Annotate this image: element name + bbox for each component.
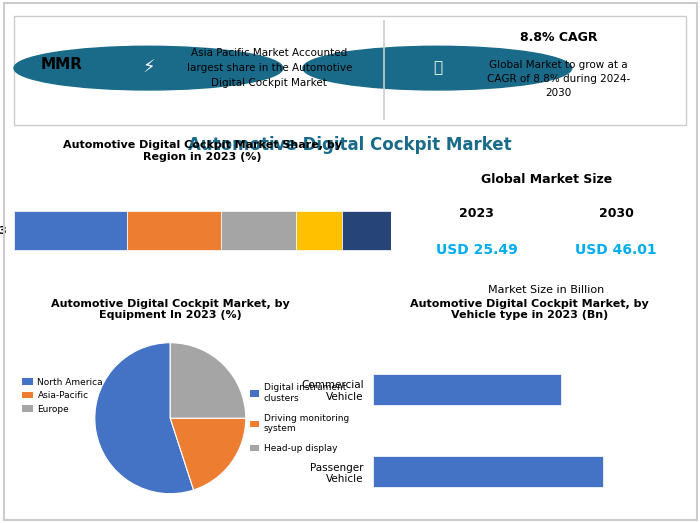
Title: Automotive Digital Cockpit Market, by
Vehicle type in 2023 (Bn): Automotive Digital Cockpit Market, by Ve… (410, 299, 649, 320)
FancyBboxPatch shape (14, 16, 686, 125)
Text: 8.8% CAGR: 8.8% CAGR (519, 31, 597, 44)
Text: USD 46.01: USD 46.01 (575, 243, 657, 257)
Bar (297, 211, 342, 250)
Legend: Digital instrument
clusters, Driving monitoring
system, Head-up display: Digital instrument clusters, Driving mon… (246, 380, 353, 457)
Text: Global Market Size: Global Market Size (481, 173, 612, 186)
Wedge shape (170, 418, 246, 490)
Circle shape (14, 46, 283, 90)
Text: 2030: 2030 (598, 207, 634, 220)
Text: Global Market to grow at a
CAGR of 8.8% during 2024-
2030: Global Market to grow at a CAGR of 8.8% … (486, 60, 630, 98)
Legend: North America, Asia-Pacific, Europe, Middle East and Africa, South America: North America, Asia-Pacific, Europe, Mid… (18, 374, 232, 417)
Text: USD 25.49: USD 25.49 (436, 243, 517, 257)
Circle shape (303, 46, 572, 90)
Bar (14, 211, 127, 250)
Bar (127, 211, 221, 250)
Text: MMR: MMR (41, 58, 83, 72)
Wedge shape (170, 343, 246, 418)
Bar (342, 211, 391, 250)
Text: ⚡: ⚡ (142, 59, 155, 77)
Title: Automotive Digital Cockpit Market Share, by
Region in 2023 (%): Automotive Digital Cockpit Market Share,… (63, 140, 342, 162)
Wedge shape (94, 343, 194, 494)
Text: 2023: 2023 (459, 207, 494, 220)
Text: Market Size in Billion: Market Size in Billion (489, 285, 605, 294)
Text: Asia Pacific Market Accounted
largest share in the Automotive
Digital Cockpit Ma: Asia Pacific Market Accounted largest sh… (187, 48, 352, 88)
Bar (373, 456, 603, 487)
Text: Automotive Digital Cockpit Market: Automotive Digital Cockpit Market (188, 136, 512, 154)
Title: Automotive Digital Cockpit Market, by
Equipment In 2023 (%): Automotive Digital Cockpit Market, by Eq… (51, 299, 290, 320)
Text: 2023: 2023 (0, 226, 6, 236)
Bar (221, 211, 297, 250)
Bar (373, 374, 561, 405)
Text: 🔥: 🔥 (433, 61, 442, 76)
